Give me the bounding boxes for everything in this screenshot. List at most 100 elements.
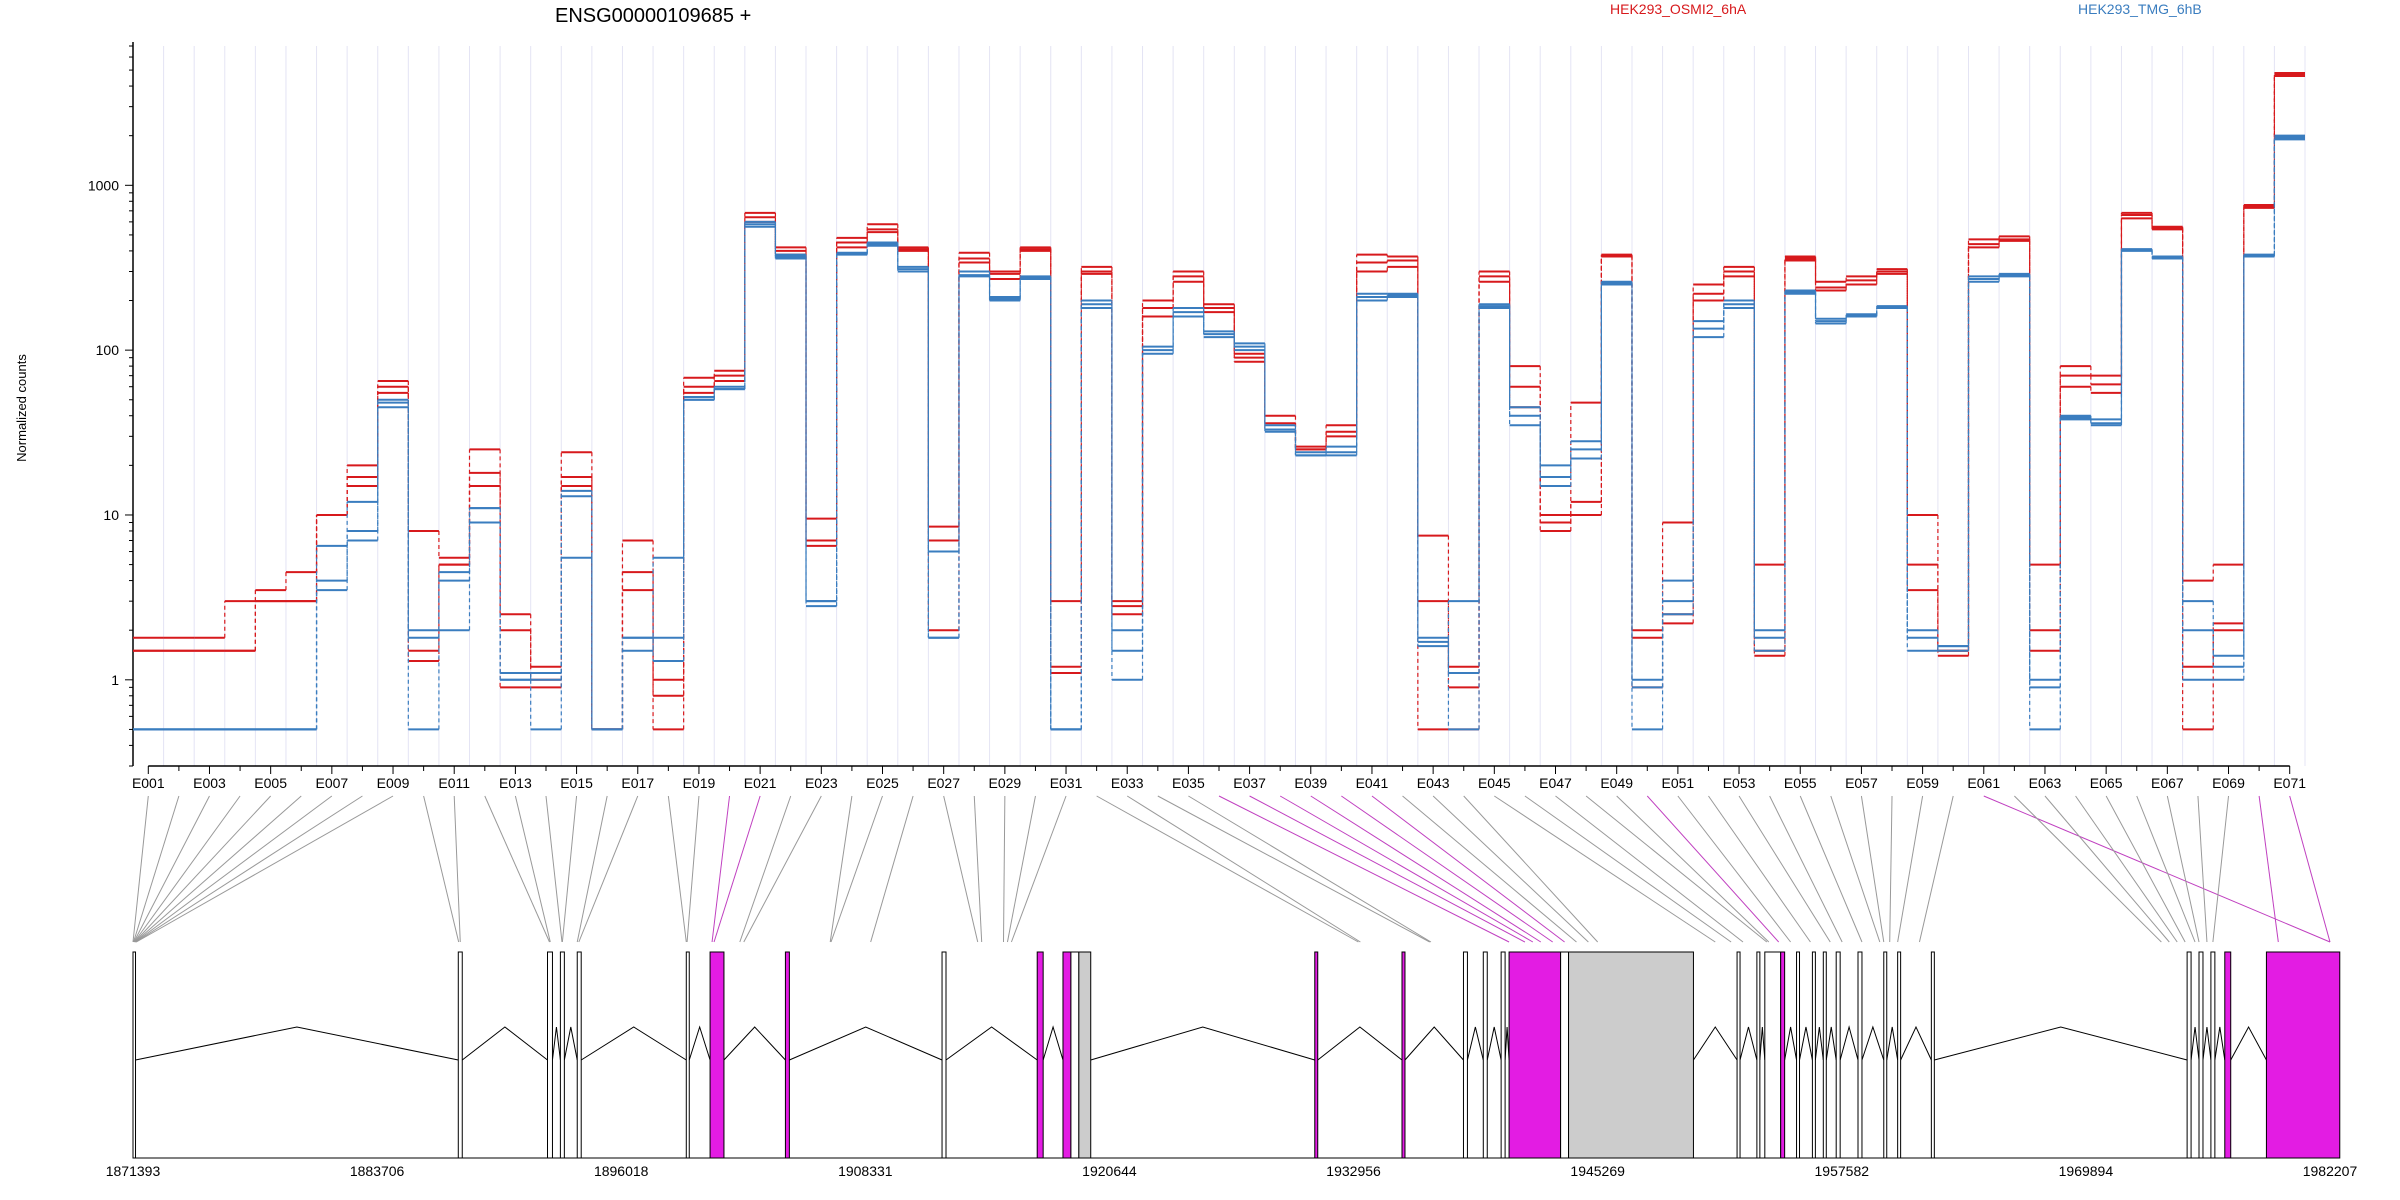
intron-line (1090, 1026, 1315, 1061)
genomic-tick-label: 1932956 (1326, 1163, 1381, 1179)
exon-block (1930, 951, 1935, 1159)
exon-connector (1677, 795, 1791, 943)
intron-line (1934, 1026, 2188, 1061)
y-tick-label: 10 (103, 507, 119, 523)
exon-label: E017 (621, 775, 654, 791)
exon-block (1500, 951, 1506, 1159)
series-line (133, 138, 2305, 731)
series-line (133, 73, 2305, 731)
exon-connector (739, 795, 792, 943)
legend-entry-osmi2: HEK293_OSMI2_6hA (1610, 1, 1747, 17)
exon-connector (2044, 795, 2170, 943)
exon-block (576, 951, 582, 1159)
exon-label: E027 (927, 775, 960, 791)
intron-line (789, 1026, 943, 1061)
exon-connector (514, 795, 551, 943)
genomic-tick-label: 1896018 (594, 1163, 649, 1179)
intron-line (1693, 1026, 1738, 1061)
exon-label: E015 (560, 775, 593, 791)
exon-label: E003 (193, 775, 226, 791)
exon-block (1764, 951, 1782, 1159)
intron-line (580, 1026, 687, 1061)
exon-block (2224, 951, 2232, 1159)
exon-connector (1463, 795, 1599, 943)
exon-connector (2212, 795, 2230, 943)
exon-connector (2197, 795, 2208, 943)
exon-label: E051 (1662, 775, 1695, 791)
exon-block (1857, 951, 1863, 1159)
exon-connector (576, 795, 608, 943)
exon-connector (1371, 795, 1565, 943)
exon-block (1508, 951, 1562, 1159)
exon-block (1736, 951, 1741, 1159)
exon-block (1756, 951, 1761, 1159)
intron-line (1900, 1025, 1932, 1061)
exon-label: E009 (377, 775, 410, 791)
genomic-tick-label: 1957582 (1815, 1163, 1870, 1179)
intron-line (1317, 1026, 1403, 1061)
exon-connector (1918, 795, 1954, 943)
exon-label: E011 (438, 775, 470, 791)
genomic-tick-label: 1908331 (838, 1163, 893, 1179)
gene-model (132, 951, 2341, 1159)
exon-block (1835, 951, 1841, 1159)
series-lines (133, 72, 2305, 731)
exon-label: E035 (1172, 775, 1205, 791)
exon-connector (136, 795, 394, 943)
exon-connector (2014, 795, 2162, 943)
exon-connector (1524, 795, 1732, 943)
intron-line (1814, 1026, 1824, 1061)
exon-block (1078, 951, 1092, 1159)
exon-connector (2289, 795, 2331, 943)
exon-label: E071 (2273, 775, 2306, 791)
exon-connector (1096, 795, 1359, 943)
intron-line (1861, 1025, 1885, 1061)
exon-connector (1249, 795, 1526, 943)
exon-connector (1310, 795, 1542, 943)
exon-connector (133, 795, 210, 943)
exon-label: E033 (1111, 775, 1144, 791)
exon-label: E029 (989, 775, 1022, 791)
exon-label: E045 (1478, 775, 1511, 791)
exon-connector (484, 795, 550, 943)
exon-connector (132, 795, 149, 943)
intron-line (1739, 1026, 1758, 1061)
y-axis: 1 10 100 1000 (88, 42, 134, 767)
exon-label: E055 (1784, 775, 1817, 791)
exon-connector (829, 795, 853, 943)
exon-connector (2075, 795, 2178, 943)
exon-connector (423, 795, 460, 943)
exon-block (1062, 951, 1072, 1159)
exon-block (1560, 951, 1570, 1159)
exon-label: E065 (2090, 775, 2123, 791)
vertical-gridlines (132, 46, 2306, 766)
chart-title: ENSG00000109685 + (555, 5, 751, 27)
exon-connector (134, 795, 272, 943)
exon-block (1036, 951, 1044, 1159)
exon-block (2210, 951, 2216, 1159)
y-tick-label: 100 (96, 342, 120, 358)
exon-connector (133, 795, 180, 943)
exon-connector (545, 795, 563, 943)
exon-connector (453, 795, 461, 943)
exon-connector (1830, 795, 1881, 943)
legend-entry-tmg: HEK293_TMG_6hB (2078, 1, 2202, 17)
genomic-tick-label: 1982207 (2303, 1163, 2358, 1179)
exon-label: E069 (2212, 775, 2245, 791)
exon-connector (667, 795, 687, 943)
exon-label: E041 (1356, 775, 1389, 791)
exon-connector (1157, 795, 1430, 943)
intron-line (1486, 1026, 1502, 1061)
exon-label: E001 (132, 775, 165, 791)
exon-block (547, 951, 553, 1159)
genomic-tick-label: 1945269 (1570, 1163, 1625, 1179)
exon-connector (943, 795, 979, 943)
exon-label: E019 (683, 775, 716, 791)
exon-connector (134, 795, 302, 943)
genomic-tick-label: 1871393 (106, 1163, 161, 1179)
exon-label: E053 (1723, 775, 1756, 791)
genomic-axis: 1871393 1883706 1896018 1908331 1920644 19329… (106, 1157, 2358, 1179)
exon-label: E023 (805, 775, 838, 791)
exon-connectors (132, 795, 2331, 943)
